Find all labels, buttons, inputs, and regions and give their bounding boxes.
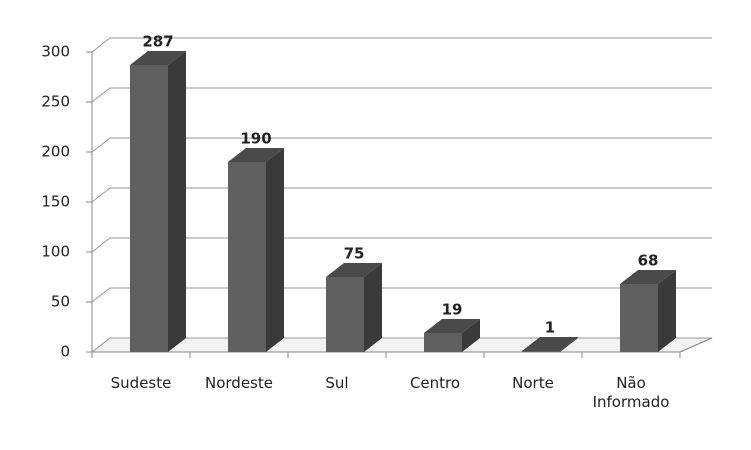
y-tick-label: 100: [41, 243, 70, 261]
value-label: 287: [142, 33, 173, 51]
x-tick-label-box: Sudeste: [110, 374, 172, 392]
x-tick-label-box: Centro: [409, 374, 461, 392]
bar-top: [424, 319, 480, 333]
bar: [620, 284, 658, 352]
bar-top: [228, 148, 284, 162]
floor: [90, 337, 713, 353]
bar: [424, 333, 462, 352]
bar-top: [326, 263, 382, 277]
y-tick-label: 50: [51, 293, 70, 311]
x-tick-label-box: Norte: [512, 374, 554, 392]
x-axis-depth: [679, 337, 713, 353]
y-tick-label: 200: [41, 143, 70, 161]
x-tick-label: Sudeste: [110, 374, 172, 392]
x-tick-label-box: Nordeste: [205, 374, 273, 392]
value-label: 190: [240, 130, 271, 148]
bar: [326, 277, 364, 352]
y-tick-label: 150: [41, 193, 70, 211]
bar-side: [560, 337, 578, 352]
value-label: 19: [442, 301, 463, 319]
bar-side: [462, 319, 480, 352]
value-label: 68: [638, 252, 659, 270]
grid-line: [91, 187, 712, 203]
y-tick-label: 0: [60, 343, 70, 361]
bar: [228, 162, 266, 352]
grid-line: [91, 337, 712, 353]
grid-line: [91, 237, 712, 253]
bar-side: [168, 51, 186, 352]
x-tick-label: Nordeste: [205, 374, 273, 392]
value-label: 75: [344, 245, 365, 263]
bar-top: [620, 270, 676, 284]
grid-line: [91, 87, 712, 103]
value-label: 1: [545, 319, 555, 337]
grid-line: [91, 287, 712, 303]
y-tick-label: 300: [41, 43, 70, 61]
x-tick-label-box: Não Informado: [592, 374, 670, 411]
x-tick-label: Sul: [325, 374, 349, 392]
bar-side: [266, 148, 284, 352]
bar: [130, 65, 168, 352]
bar-side: [658, 270, 676, 352]
grid-line: [91, 37, 712, 53]
x-tick-label: Não Informado: [592, 374, 670, 411]
bar-side: [364, 263, 382, 352]
x-tick-label-box: Sul: [325, 374, 349, 392]
x-tick-label: Centro: [409, 374, 461, 392]
grid-line: [91, 137, 712, 153]
y-tick-label: 250: [41, 93, 70, 111]
bar-top: [130, 51, 186, 65]
bar: [522, 351, 560, 352]
x-tick-label: Norte: [512, 374, 554, 392]
bar-top: [522, 337, 578, 351]
